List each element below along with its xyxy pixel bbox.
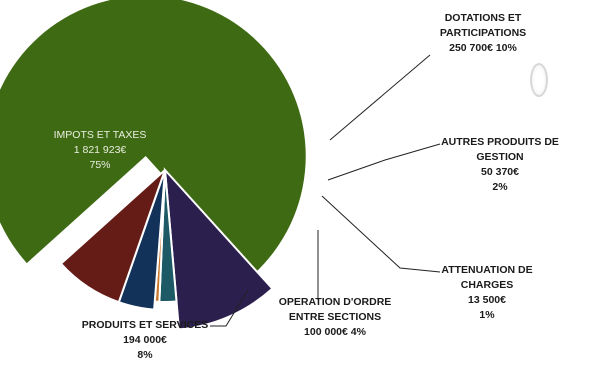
label-impots-line1: IMPOTS ET TAXES <box>53 129 147 141</box>
label-impots-line2: 1 821 923€ <box>73 144 127 156</box>
label-attenuation-line2: CHARGES <box>460 279 514 291</box>
label-autres-line3: 50 370€ <box>481 166 519 178</box>
leader-produits <box>210 289 249 327</box>
label-attenuation-line1: ATTENUATION DE <box>441 264 533 276</box>
slice-dotations-participations <box>163 167 274 331</box>
label-operation-line2: ENTRE SECTIONS <box>288 311 382 323</box>
label-produits-line1: PRODUITS ET SERVICES <box>81 319 209 331</box>
label-impots-et-taxes: IMPOTS ET TAXES 1 821 923€ 75% <box>40 128 160 173</box>
label-autres-line4: 2% <box>492 181 508 193</box>
label-impots-line3: 75% <box>89 159 111 171</box>
label-produits-line3: 8% <box>137 349 153 361</box>
label-attenuation-line4: 1% <box>479 309 495 321</box>
leader-dotations <box>329 54 431 141</box>
leader-autres <box>327 143 441 181</box>
label-operation-ordre: OPERATION D'ORDRE ENTRE SECTIONS 100 000… <box>265 295 405 340</box>
label-produits-services: PRODUITS ET SERVICES 194 000€ 8% <box>70 318 220 363</box>
label-attenuation-charges: ATTENUATION DE CHARGES 13 500€ 1% <box>422 263 552 323</box>
label-attenuation-line3: 13 500€ <box>468 294 506 306</box>
ring-decoration <box>530 63 548 97</box>
label-produits-line2: 194 000€ <box>123 334 167 346</box>
slice-produits-services <box>59 169 166 304</box>
leader-attenuation <box>321 195 441 273</box>
label-autres-line2: GESTION <box>476 151 524 163</box>
label-dotations-line3: 250 700€ 10% <box>449 42 517 54</box>
label-autres-line1: AUTRES PRODUITS DE <box>441 136 559 148</box>
label-operation-line1: OPERATION D'ORDRE <box>278 296 392 308</box>
slice-impots-et-taxes <box>0 0 306 275</box>
label-autres-produits-gestion: AUTRES PRODUITS DE GESTION 50 370€ 2% <box>430 135 570 195</box>
label-dotations-line2: PARTICIPATIONS <box>439 27 527 39</box>
label-dotations-line1: DOTATIONS ET <box>444 12 522 24</box>
label-operation-line3: 100 000€ 4% <box>304 326 366 338</box>
label-dotations-participations: DOTATIONS ET PARTICIPATIONS 250 700€ 10% <box>418 11 548 56</box>
